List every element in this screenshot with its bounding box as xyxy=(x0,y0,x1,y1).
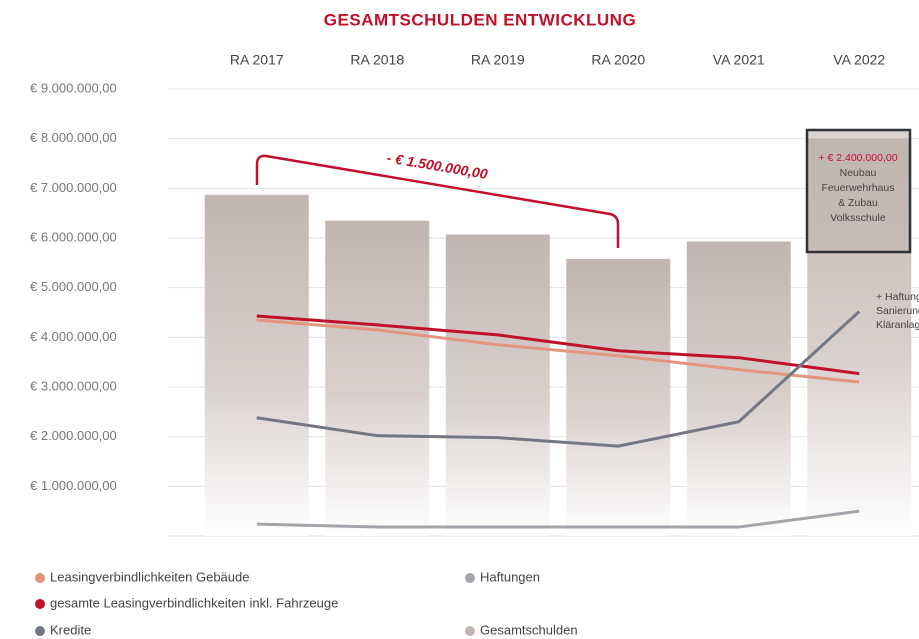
y-tick-label: € 9.000.000,00 xyxy=(30,80,117,95)
box-text: Volksschule xyxy=(830,212,886,224)
series-line xyxy=(256,310,861,448)
box-text: & Zubau xyxy=(838,197,878,209)
x-tick-label: RA 2019 xyxy=(471,52,525,68)
reduction-bracket xyxy=(255,154,620,248)
legend-label: Gesamtschulden xyxy=(480,622,578,637)
note-text: Kläranlage xyxy=(876,319,919,331)
legend-marker xyxy=(465,626,475,636)
annotation-box xyxy=(805,128,912,254)
box-text: Feuerwehrhaus xyxy=(822,182,895,194)
note-text: + Haftung xyxy=(876,291,919,303)
y-tick-label: € 5.000.000,00 xyxy=(30,279,117,294)
series-line xyxy=(256,509,860,529)
legend-marker xyxy=(465,573,475,583)
legend-label: Haftungen xyxy=(480,569,540,584)
bar xyxy=(566,258,671,536)
series-line xyxy=(256,314,860,376)
box-text: + € 2.400.000,00 xyxy=(818,152,897,164)
legend-label: gesamte Leasingverbindlichkeiten inkl. F… xyxy=(50,595,338,610)
x-tick-label: VA 2022 xyxy=(833,52,885,68)
bar xyxy=(325,220,430,536)
reduction-label: - € 1.500.000,00 xyxy=(386,149,489,182)
note-text: Sanierung xyxy=(876,305,919,317)
y-tick-label: € 2.000.000,00 xyxy=(30,428,117,443)
y-tick-label: € 1.000.000,00 xyxy=(30,478,117,493)
y-tick-label: € 8.000.000,00 xyxy=(30,130,117,145)
chart-title: GESAMTSCHULDEN ENTWICKLUNG xyxy=(324,10,636,29)
legend-label: Kredite xyxy=(50,622,91,637)
legend-label: Leasingverbindlichkeiten Gebäude xyxy=(50,569,249,584)
bar xyxy=(204,194,309,537)
legend-marker xyxy=(35,626,45,636)
y-tick-label: € 6.000.000,00 xyxy=(30,229,117,244)
legend: Leasingverbindlichkeiten Gebäude gesamte … xyxy=(35,569,578,637)
legend-marker xyxy=(35,573,45,583)
bar xyxy=(445,234,550,537)
y-tick-label: € 3.000.000,00 xyxy=(30,378,117,393)
x-tick-label: RA 2018 xyxy=(350,52,404,68)
box-text: Neubau xyxy=(840,167,877,179)
x-tick-label: RA 2017 xyxy=(230,52,284,68)
y-tick-label: € 7.000.000,00 xyxy=(30,180,117,195)
legend-marker xyxy=(35,599,45,609)
y-tick-label: € 4.000.000,00 xyxy=(30,329,117,344)
x-tick-label: VA 2021 xyxy=(713,52,765,68)
series-line xyxy=(256,318,860,384)
lines xyxy=(256,310,861,529)
x-tick-label: RA 2020 xyxy=(591,52,645,68)
